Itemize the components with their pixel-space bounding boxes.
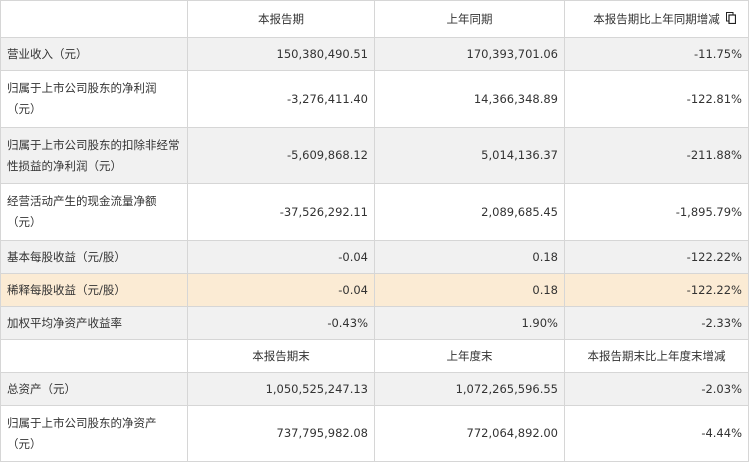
cell-change: -11.75% bbox=[564, 37, 749, 71]
cell-current: -0.04 bbox=[187, 240, 375, 274]
header-current-period: 本报告期 bbox=[187, 0, 375, 38]
header-previous-year-end: 上年度末 bbox=[374, 339, 565, 373]
table-row: 归属于上市公司股东的净资产（元） 737,795,982.08 772,064,… bbox=[0, 405, 749, 462]
cell-previous: 2,089,685.45 bbox=[374, 183, 565, 241]
cell-current: 737,795,982.08 bbox=[187, 405, 375, 462]
row-label: 归属于上市公司股东的扣除非经常性损益的净利润（元） bbox=[0, 127, 188, 184]
header-cell-empty bbox=[0, 339, 188, 373]
header-change-period-end: 本报告期末比上年度末增减 bbox=[564, 339, 749, 373]
cell-previous: 0.18 bbox=[374, 240, 565, 274]
cell-change: -2.33% bbox=[564, 306, 749, 340]
cell-change: -1,895.79% bbox=[564, 183, 749, 241]
cell-change: -4.44% bbox=[564, 405, 749, 462]
header-change-period-label: 本报告期比上年同期增减 bbox=[593, 11, 720, 26]
table-row: 基本每股收益（元/股） -0.04 0.18 -122.22% bbox=[0, 240, 749, 274]
row-label: 营业收入（元） bbox=[0, 37, 188, 71]
cell-current: -3,276,411.40 bbox=[187, 70, 375, 128]
row-label: 稀释每股收益（元/股） bbox=[0, 273, 188, 307]
row-label: 加权平均净资产收益率 bbox=[0, 306, 188, 340]
header-current-period-end: 本报告期末 bbox=[187, 339, 375, 373]
cell-current: -0.04 bbox=[187, 273, 375, 307]
header-row-period: 本报告期 上年同期 本报告期比上年同期增减 bbox=[0, 0, 749, 38]
table-row: 归属于上市公司股东的净利润（元） -3,276,411.40 14,366,34… bbox=[0, 70, 749, 128]
cell-previous: 0.18 bbox=[374, 273, 565, 307]
cell-current: 150,380,490.51 bbox=[187, 37, 375, 71]
table-row-highlighted: 稀释每股收益（元/股） -0.04 0.18 -122.22% bbox=[0, 273, 749, 307]
header-previous-period: 上年同期 bbox=[374, 0, 565, 38]
row-label: 基本每股收益（元/股） bbox=[0, 240, 188, 274]
cell-previous: 5,014,136.37 bbox=[374, 127, 565, 184]
cell-previous: 170,393,701.06 bbox=[374, 37, 565, 71]
cell-change: -211.88% bbox=[564, 127, 749, 184]
cell-change: -2.03% bbox=[564, 372, 749, 406]
cell-change: -122.81% bbox=[564, 70, 749, 128]
cell-previous: 1.90% bbox=[374, 306, 565, 340]
table-row: 总资产（元） 1,050,525,247.13 1,072,265,596.55… bbox=[0, 372, 749, 406]
header-row-period-end: 本报告期末 上年度末 本报告期末比上年度末增减 bbox=[0, 339, 749, 373]
table-row: 营业收入（元） 150,380,490.51 170,393,701.06 -1… bbox=[0, 37, 749, 71]
cell-current: 1,050,525,247.13 bbox=[187, 372, 375, 406]
copy-icon[interactable] bbox=[725, 11, 736, 24]
cell-current: -0.43% bbox=[187, 306, 375, 340]
cell-previous: 14,366,348.89 bbox=[374, 70, 565, 128]
row-label: 归属于上市公司股东的净资产（元） bbox=[0, 405, 188, 462]
cell-current: -37,526,292.11 bbox=[187, 183, 375, 241]
cell-previous: 772,064,892.00 bbox=[374, 405, 565, 462]
cell-change: -122.22% bbox=[564, 240, 749, 274]
row-label: 经营活动产生的现金流量净额（元） bbox=[0, 183, 188, 241]
cell-change: -122.22% bbox=[564, 273, 749, 307]
row-label: 归属于上市公司股东的净利润（元） bbox=[0, 70, 188, 128]
table-row: 加权平均净资产收益率 -0.43% 1.90% -2.33% bbox=[0, 306, 749, 340]
table-row: 归属于上市公司股东的扣除非经常性损益的净利润（元） -5,609,868.12 … bbox=[0, 127, 749, 184]
table-row: 经营活动产生的现金流量净额（元） -37,526,292.11 2,089,68… bbox=[0, 183, 749, 241]
header-cell-empty bbox=[0, 0, 188, 38]
row-label: 总资产（元） bbox=[0, 372, 188, 406]
cell-previous: 1,072,265,596.55 bbox=[374, 372, 565, 406]
cell-current: -5,609,868.12 bbox=[187, 127, 375, 184]
header-change-period: 本报告期比上年同期增减 bbox=[564, 0, 749, 38]
